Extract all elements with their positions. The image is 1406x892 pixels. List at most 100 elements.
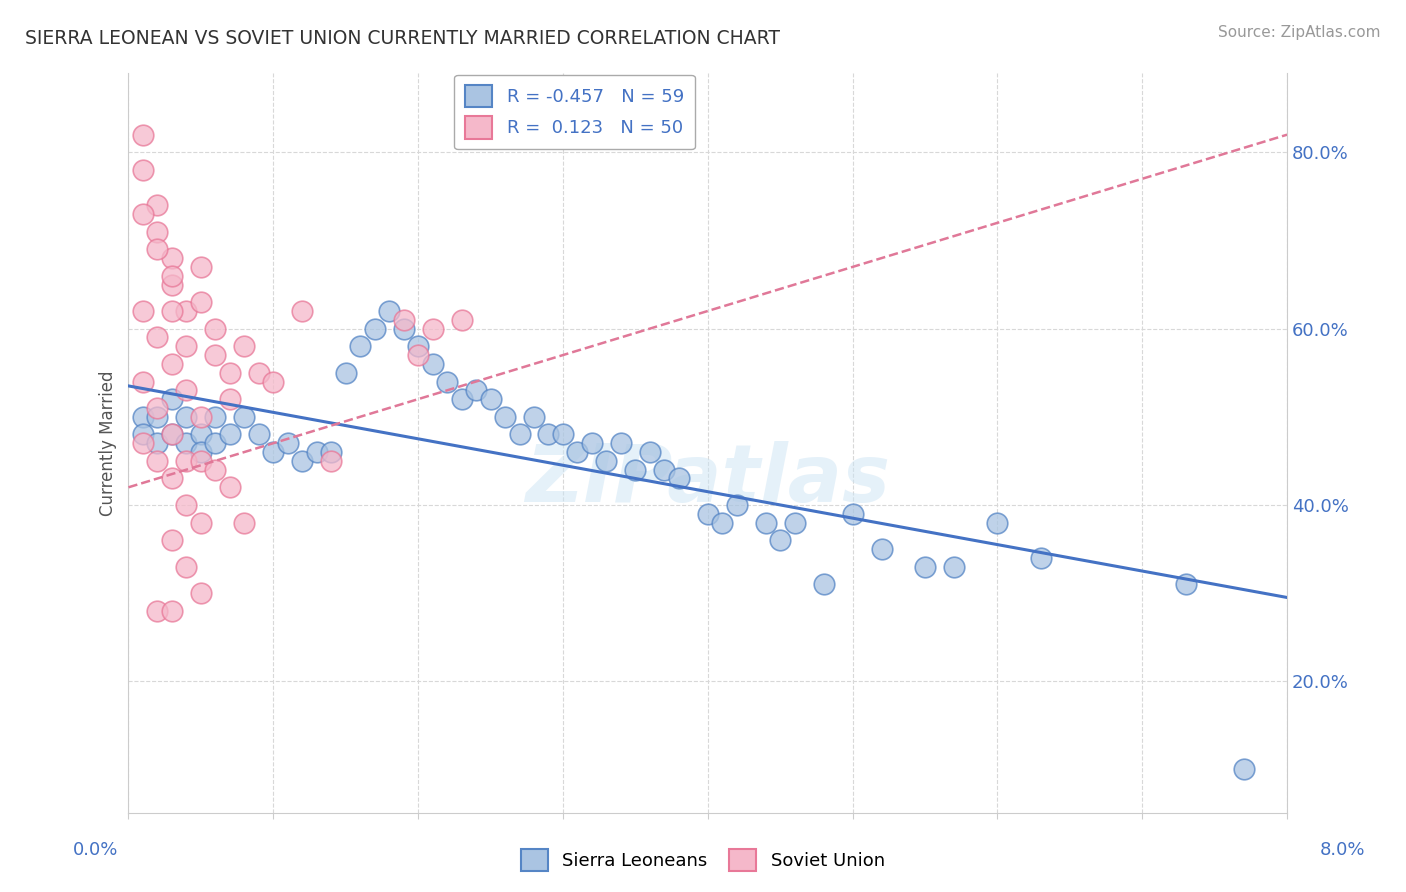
Point: [176, 304, 198, 318]
Point: [176, 339, 198, 353]
Point: [160, 604, 183, 618]
Point: [132, 409, 155, 424]
Point: [1174, 577, 1197, 591]
Point: [146, 454, 169, 468]
Point: [160, 533, 183, 548]
Point: [132, 427, 155, 442]
Point: [176, 498, 198, 512]
Point: [291, 454, 314, 468]
Point: [363, 321, 385, 335]
Point: [160, 277, 183, 292]
Point: [233, 409, 256, 424]
Point: [190, 409, 212, 424]
Point: [190, 295, 212, 310]
Point: [494, 409, 516, 424]
Point: [479, 392, 502, 406]
Point: [204, 463, 226, 477]
Point: [406, 339, 429, 353]
Point: [218, 480, 240, 494]
Point: [160, 427, 183, 442]
Point: [567, 445, 589, 459]
Point: [190, 586, 212, 600]
Point: [335, 366, 357, 380]
Point: [218, 366, 240, 380]
Point: [132, 128, 155, 142]
Point: [581, 436, 603, 450]
Point: [146, 436, 169, 450]
Point: [160, 304, 183, 318]
Point: [943, 559, 966, 574]
Point: [176, 436, 198, 450]
Point: [160, 251, 183, 265]
Point: [190, 516, 212, 530]
Point: [233, 516, 256, 530]
Point: [190, 445, 212, 459]
Point: [755, 516, 778, 530]
Point: [204, 409, 226, 424]
Point: [160, 268, 183, 283]
Point: [204, 321, 226, 335]
Point: [204, 436, 226, 450]
Point: [262, 375, 284, 389]
Point: [551, 427, 574, 442]
Point: [146, 198, 169, 212]
Point: [349, 339, 371, 353]
Point: [508, 427, 530, 442]
Point: [406, 348, 429, 362]
Point: [321, 454, 343, 468]
Point: [436, 375, 458, 389]
Point: [204, 348, 226, 362]
Point: [595, 454, 617, 468]
Point: [624, 463, 647, 477]
Point: [291, 304, 314, 318]
Point: [146, 604, 169, 618]
Point: [146, 330, 169, 344]
Point: [176, 454, 198, 468]
Point: [146, 225, 169, 239]
Point: [190, 427, 212, 442]
Text: 0.0%: 0.0%: [73, 840, 118, 858]
Point: [305, 445, 328, 459]
Point: [711, 516, 734, 530]
Point: [537, 427, 560, 442]
Text: ZIPatlas: ZIPatlas: [526, 442, 890, 519]
Point: [190, 454, 212, 468]
Legend: Sierra Leoneans, Soviet Union: Sierra Leoneans, Soviet Union: [513, 842, 893, 879]
Point: [321, 445, 343, 459]
Point: [132, 207, 155, 221]
Point: [247, 427, 270, 442]
Legend: R = -0.457   N = 59, R =  0.123   N = 50: R = -0.457 N = 59, R = 0.123 N = 50: [454, 75, 695, 149]
Point: [176, 559, 198, 574]
Point: [132, 163, 155, 178]
Point: [160, 471, 183, 485]
Point: [378, 304, 401, 318]
Point: [218, 392, 240, 406]
Point: [160, 392, 183, 406]
Point: [450, 313, 472, 327]
Point: [1029, 550, 1052, 565]
Point: [392, 313, 415, 327]
Point: [132, 304, 155, 318]
Point: [465, 384, 488, 398]
Point: [783, 516, 806, 530]
Point: [233, 339, 256, 353]
Point: [146, 242, 169, 256]
Point: [986, 516, 1008, 530]
Point: [146, 409, 169, 424]
Point: [176, 384, 198, 398]
Point: [696, 507, 718, 521]
Point: [247, 366, 270, 380]
Text: Source: ZipAtlas.com: Source: ZipAtlas.com: [1218, 25, 1381, 40]
Point: [132, 375, 155, 389]
Point: [610, 436, 633, 450]
Point: [870, 541, 893, 556]
Point: [422, 357, 444, 371]
Point: [146, 401, 169, 415]
Point: [392, 321, 415, 335]
Text: SIERRA LEONEAN VS SOVIET UNION CURRENTLY MARRIED CORRELATION CHART: SIERRA LEONEAN VS SOVIET UNION CURRENTLY…: [25, 29, 780, 47]
Point: [218, 427, 240, 442]
Point: [262, 445, 284, 459]
Point: [813, 577, 835, 591]
Point: [1233, 763, 1256, 777]
Point: [160, 357, 183, 371]
